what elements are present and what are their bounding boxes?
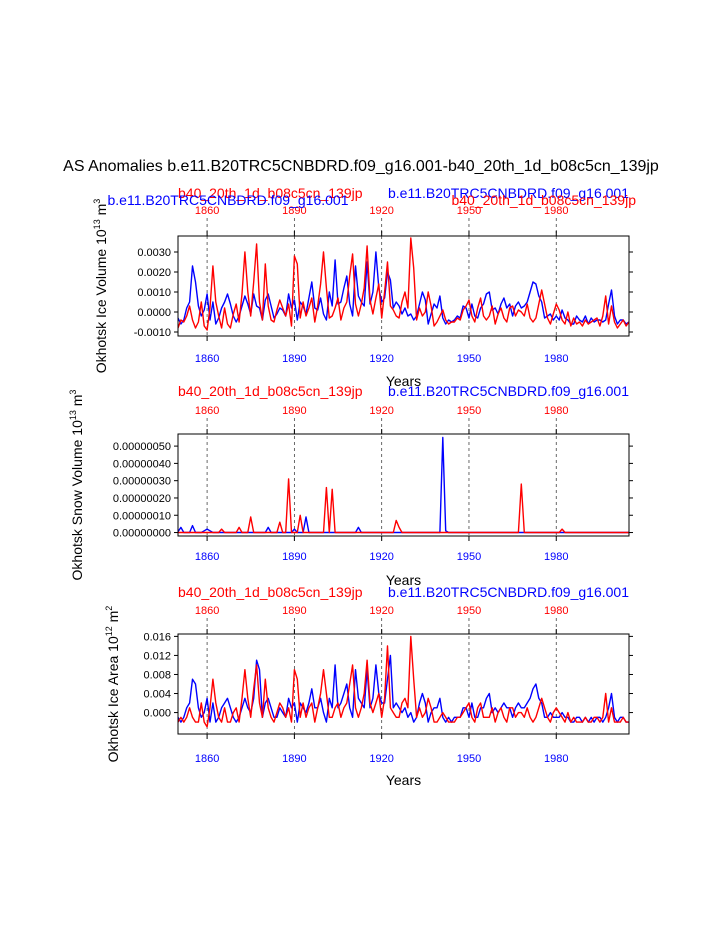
y-tick-label: 0.00000000 <box>113 528 171 540</box>
y-axis-label-part: 3 <box>68 390 78 395</box>
y-tick-label: 0.00000050 <box>113 441 171 453</box>
x-tick-label-top: 1860 <box>195 405 219 417</box>
y-tick-label: 0.004 <box>143 689 171 701</box>
page-title: AS Anomalies b.e11.B20TRC5CNBDRD.f09_g16… <box>63 158 659 175</box>
series-red-line <box>178 237 629 331</box>
x-tick-label-top: 1890 <box>282 605 306 617</box>
x-axis-label: Years <box>386 572 421 588</box>
y-axis-label-part: m <box>93 204 109 220</box>
run-label-blue-left: b.e11.B20TRC5CNBDRD.f09_g16.001 <box>108 192 349 208</box>
x-axis-label: Years <box>386 373 421 389</box>
x-tick-label-bottom: 1860 <box>195 551 219 563</box>
x-tick-label-bottom: 1860 <box>195 353 219 365</box>
x-tick-label-bottom: 1950 <box>457 551 481 563</box>
series-blue-line <box>178 436 629 534</box>
x-tick-label-bottom: 1980 <box>544 353 568 365</box>
x-tick-label-bottom: 1920 <box>369 353 393 365</box>
y-tick-label: 0.0030 <box>137 247 171 259</box>
series-group <box>178 237 629 331</box>
y-axis-label: Okhotsk Ice Area 1012 m2 <box>104 606 121 763</box>
chart-ice-area: 0.000 0.004 0.008 0.012 0.016 1860 1860 1890 189… <box>104 584 633 788</box>
y-axis-label-part: 12 <box>104 626 114 636</box>
x-tick-label-top: 1920 <box>369 605 393 617</box>
y-axis-label: Okhotsk Snow Volume 1013 m3 <box>68 390 85 581</box>
y-tick-label: 0.008 <box>143 669 171 681</box>
y-tick-label: 0.0000 <box>137 307 171 319</box>
y-axis-label-part: Okhotsk Ice Volume 10 <box>93 229 109 373</box>
x-tick-label-top: 1860 <box>195 205 219 217</box>
y-tick-label: 0.00000040 <box>113 458 171 470</box>
x-tick-label-bottom: 1980 <box>544 753 568 765</box>
y-axis-label-part: 2 <box>104 606 114 611</box>
y-tick-label: 0.0020 <box>137 267 171 279</box>
run-label-blue: b.e11.B20TRC5CNBDRD.f09_g16.001 <box>388 185 629 201</box>
run-label-red: b40_20th_1d_b08c5cn_139jp <box>178 584 363 600</box>
x-tick-label-bottom: 1950 <box>457 753 481 765</box>
x-tick-label-top: 1860 <box>195 605 219 617</box>
chart-snow-volume: 0.00000000 0.00000010 0.00000020 0.00000030… <box>68 383 633 588</box>
x-tick-label-bottom: 1950 <box>457 353 481 365</box>
series-red-line <box>178 635 629 728</box>
y-tick-label: 0.016 <box>143 631 171 643</box>
y-axis-label-part: 13 <box>68 410 78 420</box>
run-label-blue: b.e11.B20TRC5CNBDRD.f09_g16.001 <box>388 584 629 600</box>
y-axis-label-part: Okhotsk Snow Volume 10 <box>69 420 85 581</box>
y-axis-label-part: 13 <box>92 219 102 229</box>
series-blue-line <box>178 654 629 723</box>
run-label-red: b40_20th_1d_b08c5cn_139jp <box>178 383 363 399</box>
y-tick-label: 0.0010 <box>137 287 171 299</box>
series-blue-line <box>178 251 629 325</box>
x-tick-label-top: 1950 <box>457 405 481 417</box>
x-tick-label-top: 1980 <box>544 405 568 417</box>
y-axis-label: Okhotsk Ice Volume 1013 m3 <box>92 199 109 374</box>
x-tick-label-top: 1920 <box>369 205 393 217</box>
x-tick-label-bottom: 1890 <box>282 353 306 365</box>
series-group <box>178 635 629 728</box>
plot-frame <box>177 235 630 337</box>
x-tick-label-bottom: 1920 <box>369 753 393 765</box>
chart-ice-volume: -0.0010 0.0000 0.0010 0.0020 0.0030 1860 1860 1… <box>92 185 636 389</box>
x-tick-label-bottom: 1920 <box>369 551 393 563</box>
x-tick-label-bottom: 1890 <box>282 551 306 563</box>
x-tick-label-top: 1950 <box>457 605 481 617</box>
series-red-line <box>178 478 629 534</box>
y-tick-label: 0.000 <box>143 708 171 720</box>
y-tick-label: 0.012 <box>143 650 171 662</box>
y-axis-label-part: m <box>69 395 85 411</box>
run-label-red: b40_20th_1d_b08c5cn_139jp <box>178 185 363 201</box>
series-group <box>178 436 629 534</box>
run-label-blue: b.e11.B20TRC5CNBDRD.f09_g16.001 <box>388 383 629 399</box>
x-tick-label-top: 1890 <box>282 405 306 417</box>
x-tick-label-top: 1980 <box>544 605 568 617</box>
x-tick-label-top: 1890 <box>282 205 306 217</box>
y-tick-label: 0.00000020 <box>113 493 171 505</box>
y-tick-label: 0.00000030 <box>113 476 171 488</box>
x-tick-label-bottom: 1980 <box>544 551 568 563</box>
x-tick-label-bottom: 1860 <box>195 753 219 765</box>
x-tick-label-top: 1980 <box>544 205 568 217</box>
x-tick-label-top: 1950 <box>457 205 481 217</box>
y-axis-label-part: Okhotsk Ice Area 10 <box>105 636 121 762</box>
x-tick-label-bottom: 1890 <box>282 753 306 765</box>
plot-frame <box>177 633 630 735</box>
y-axis-label-part: m <box>105 611 121 627</box>
plot-frame <box>177 433 630 537</box>
x-tick-label-top: 1920 <box>369 405 393 417</box>
y-tick-label: 0.00000010 <box>113 510 171 522</box>
y-tick-label: -0.0010 <box>134 327 171 339</box>
run-label-red-right: b40_20th_1d_b08c5cn_139jp <box>451 192 636 208</box>
panels-group: -0.0010 0.0000 0.0010 0.0020 0.0030 1860 1860 1… <box>68 185 636 788</box>
y-axis-label-part: 3 <box>92 199 102 204</box>
x-axis-label: Years <box>386 772 421 788</box>
